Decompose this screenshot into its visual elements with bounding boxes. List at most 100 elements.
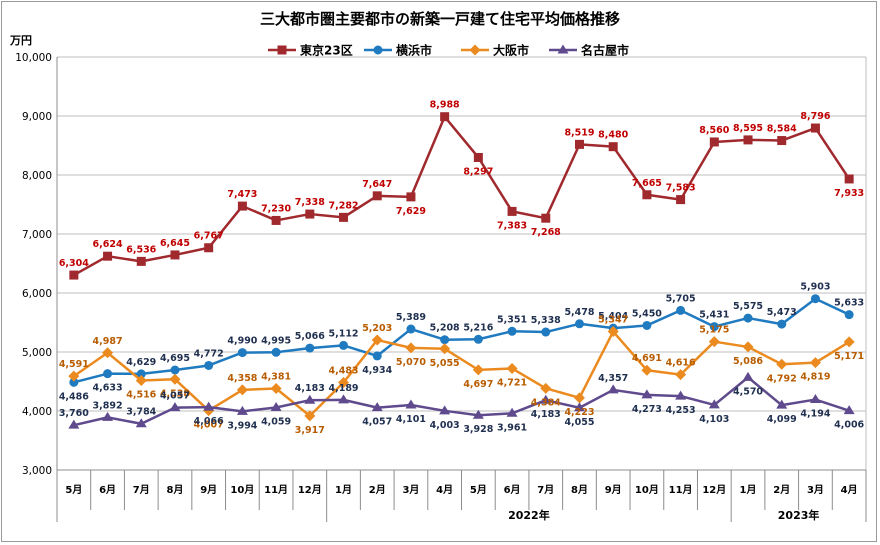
data-label: 4,183 [295, 383, 325, 394]
marker-diamond [371, 334, 383, 346]
marker-diamond [469, 44, 481, 56]
marker-square [844, 174, 854, 184]
marker-triangle [607, 384, 619, 394]
marker-triangle [809, 394, 821, 404]
data-label: 7,473 [227, 189, 257, 200]
x-tick-label: 10月 [230, 484, 254, 496]
x-tick-label: 2月 [773, 484, 790, 496]
marker-circle [69, 377, 79, 387]
marker-square [777, 136, 787, 146]
data-label: 4,057 [362, 417, 392, 428]
x-tick-label: 5月 [470, 484, 487, 496]
marker-square [136, 256, 146, 266]
series-line-4 [73, 376, 850, 427]
marker-square [642, 190, 652, 200]
data-label: 4,633 [93, 383, 123, 394]
marker-triangle [641, 389, 653, 399]
data-label: 4,629 [126, 357, 156, 368]
data-label: 4,691 [632, 353, 662, 364]
marker-diamond [102, 347, 114, 359]
data-label: 8,988 [430, 100, 460, 111]
data-label: 4,357 [598, 373, 628, 384]
marker-triangle [371, 402, 383, 412]
data-label: 4,194 [800, 409, 830, 420]
marker-triangle [742, 371, 754, 381]
data-label: 3,994 [227, 420, 257, 431]
year-group-label: 2023年 [778, 508, 820, 522]
marker-circle [844, 310, 854, 320]
marker-diamond [540, 382, 552, 394]
data-label: 4,101 [396, 414, 426, 425]
data-label: 6,304 [59, 258, 89, 269]
data-label: 5,705 [666, 293, 696, 304]
data-label: 4,183 [531, 409, 561, 420]
marker-circle [237, 348, 247, 358]
data-label: 4,006 [834, 420, 864, 431]
series-line-1 [73, 115, 851, 277]
data-label: 7,268 [531, 227, 561, 238]
data-label: 4,273 [632, 404, 662, 415]
data-label: 5,473 [767, 307, 797, 318]
data-label: 4,066 [194, 416, 224, 427]
marker-diamond [607, 326, 619, 338]
marker-circle [440, 335, 450, 345]
x-tick-label: 8月 [571, 484, 588, 496]
data-label: 5,066 [295, 331, 325, 342]
data-label: 5,478 [564, 307, 594, 318]
data-label: 8,480 [598, 130, 628, 141]
x-tick-label: 1月 [335, 484, 352, 496]
x-tick-label: 2月 [369, 484, 386, 496]
marker-diamond [472, 364, 484, 376]
marker-square [69, 270, 79, 280]
data-label: 8,595 [733, 123, 763, 134]
marker-square [170, 250, 180, 260]
x-tick-label: 1月 [740, 484, 757, 496]
x-tick-label: 4月 [841, 484, 858, 496]
legend-label: 横浜市 [396, 43, 432, 58]
data-label: 8,584 [767, 124, 797, 135]
data-labels: 6,304 6,624 6,536 6,645 6,767 7,473 7,230 7,338… [59, 100, 865, 436]
marker-square [507, 206, 517, 216]
marker-triangle [472, 409, 484, 419]
y-tick-label: 10,000 [15, 52, 52, 64]
x-tick-label: 5月 [65, 484, 82, 496]
data-label: 4,358 [227, 373, 257, 384]
marker-square [277, 45, 287, 55]
x-tick-label: 6月 [504, 484, 521, 496]
y-axis-unit: 万円 [9, 34, 32, 47]
data-label: 4,059 [261, 417, 291, 428]
marker-square [204, 243, 214, 253]
chart-title: 三大都市圏主要都市の新築一戸建て住宅平均価格推移 [260, 10, 620, 28]
x-tick-label: 4月 [436, 484, 453, 496]
data-label: 5,086 [733, 356, 763, 367]
data-label: 4,538 [160, 388, 190, 399]
year-group-label: 2022年 [508, 508, 550, 522]
data-label: 4,721 [497, 377, 527, 388]
series-line-2 [73, 297, 850, 384]
marker-square [743, 135, 753, 145]
marker-circle [743, 313, 753, 323]
y-tick-label: 4,000 [22, 406, 52, 418]
marker-circle [170, 365, 180, 375]
data-label: 7,583 [666, 183, 696, 194]
marker-diamond [809, 357, 821, 369]
marker-triangle [675, 390, 687, 400]
series-line-3 [73, 330, 850, 418]
data-label: 4,003 [430, 420, 460, 431]
marker-triangle [304, 394, 316, 404]
marker-circle [473, 334, 483, 344]
data-label: 4,189 [328, 383, 358, 394]
x-tick-label: 9月 [605, 484, 622, 496]
marker-diamond [135, 375, 147, 387]
legend-label: 大阪市 [493, 43, 529, 58]
marker-triangle [236, 405, 248, 415]
data-label: 5,175 [699, 325, 729, 336]
marker-diamond [405, 342, 417, 354]
data-label: 5,903 [800, 282, 830, 293]
data-label: 6,624 [93, 239, 123, 250]
data-label: 5,431 [699, 310, 729, 321]
data-label: 4,516 [126, 390, 156, 401]
data-label: 4,934 [362, 365, 392, 376]
data-label: 4,223 [564, 407, 594, 418]
